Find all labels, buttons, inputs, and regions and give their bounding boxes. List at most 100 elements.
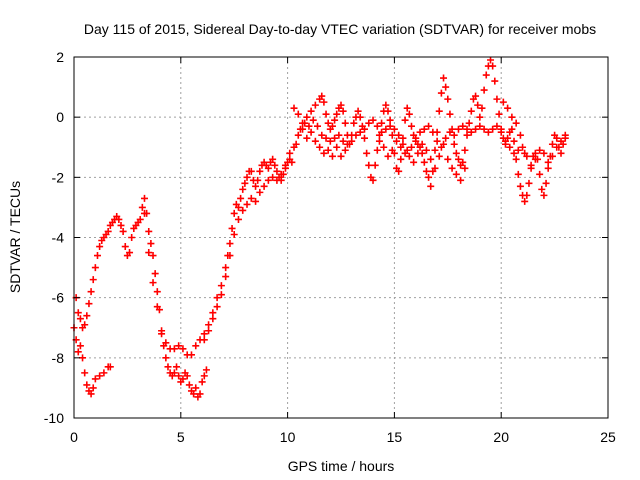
data-point: [380, 143, 388, 151]
data-point: [369, 116, 377, 124]
data-point: [288, 158, 296, 166]
data-point: [465, 119, 473, 127]
data-point: [87, 390, 95, 398]
data-point: [136, 215, 144, 223]
data-point: [153, 303, 161, 311]
data-point: [504, 104, 512, 112]
x-axis-label: GPS time / hours: [288, 458, 395, 474]
data-point: [450, 131, 458, 139]
data-point: [81, 321, 89, 329]
data-point: [140, 209, 148, 217]
data-point: [202, 366, 210, 374]
data-point: [467, 128, 475, 136]
data-point: [158, 330, 166, 338]
data-point: [536, 170, 544, 178]
data-point: [491, 77, 499, 85]
data-point: [115, 215, 123, 223]
data-point: [542, 179, 550, 187]
data-point: [407, 122, 415, 130]
data-point: [352, 131, 360, 139]
data-point: [237, 194, 245, 202]
data-point: [393, 137, 401, 145]
data-point: [230, 209, 238, 217]
data-point: [100, 369, 108, 377]
data-point: [508, 113, 516, 121]
data-point: [96, 372, 104, 380]
data-point: [87, 288, 95, 296]
data-point: [83, 312, 91, 320]
data-point: [448, 164, 456, 172]
data-point: [96, 243, 104, 251]
data-point: [269, 173, 277, 181]
x-tick-label: 25: [600, 429, 616, 445]
data-point: [183, 372, 191, 380]
data-point: [480, 86, 488, 94]
data-point: [514, 170, 522, 178]
data-point: [222, 273, 230, 281]
data-point: [316, 143, 324, 151]
data-point: [185, 381, 193, 389]
data-point: [388, 146, 396, 154]
data-point: [382, 125, 390, 133]
data-point: [264, 176, 272, 184]
data-point: [407, 143, 415, 151]
data-point: [371, 161, 379, 169]
x-tick-label: 20: [493, 429, 509, 445]
data-point: [170, 369, 178, 377]
data-point: [476, 122, 484, 130]
data-point: [74, 348, 82, 356]
data-point: [401, 149, 409, 157]
data-point: [514, 146, 522, 154]
data-point: [196, 390, 204, 398]
data-point: [561, 134, 569, 142]
data-point: [350, 119, 358, 127]
data-point: [454, 125, 462, 133]
data-point: [241, 179, 249, 187]
data-point: [286, 149, 294, 157]
data-point: [360, 125, 368, 133]
data-point: [422, 146, 430, 154]
data-point: [147, 240, 155, 248]
data-point: [416, 128, 424, 136]
data-point: [318, 92, 326, 100]
data-point: [89, 384, 97, 392]
data-point: [356, 113, 364, 121]
data-point: [382, 101, 390, 109]
data-point: [269, 155, 277, 163]
data-point: [339, 107, 347, 115]
data-point: [128, 234, 136, 241]
data-point: [76, 315, 84, 323]
data-point: [431, 146, 439, 154]
data-point: [126, 249, 134, 257]
data-point: [435, 152, 443, 160]
data-point: [170, 345, 178, 353]
data-point: [527, 161, 535, 169]
data-point: [324, 119, 332, 127]
data-point: [234, 203, 242, 211]
data-point: [493, 122, 501, 130]
data-point: [487, 56, 495, 64]
y-tick-label: -2: [52, 169, 65, 185]
data-point: [79, 354, 87, 362]
data-point: [264, 164, 272, 172]
data-point: [243, 173, 251, 181]
data-point: [228, 224, 236, 232]
data-point: [484, 128, 492, 136]
data-point: [422, 167, 430, 175]
data-point: [89, 276, 97, 284]
data-point: [437, 89, 445, 97]
data-point: [433, 137, 441, 145]
data-point: [553, 134, 561, 142]
y-tick-label: 2: [56, 49, 64, 65]
data-point: [386, 116, 394, 124]
data-point: [516, 131, 524, 139]
data-point: [459, 122, 467, 130]
data-point: [531, 149, 539, 157]
data-point: [331, 134, 339, 142]
data-point: [192, 384, 200, 392]
data-point: [356, 128, 364, 136]
data-point: [322, 110, 330, 118]
data-point: [76, 342, 84, 350]
data-point: [450, 140, 458, 148]
data-point: [512, 119, 520, 127]
